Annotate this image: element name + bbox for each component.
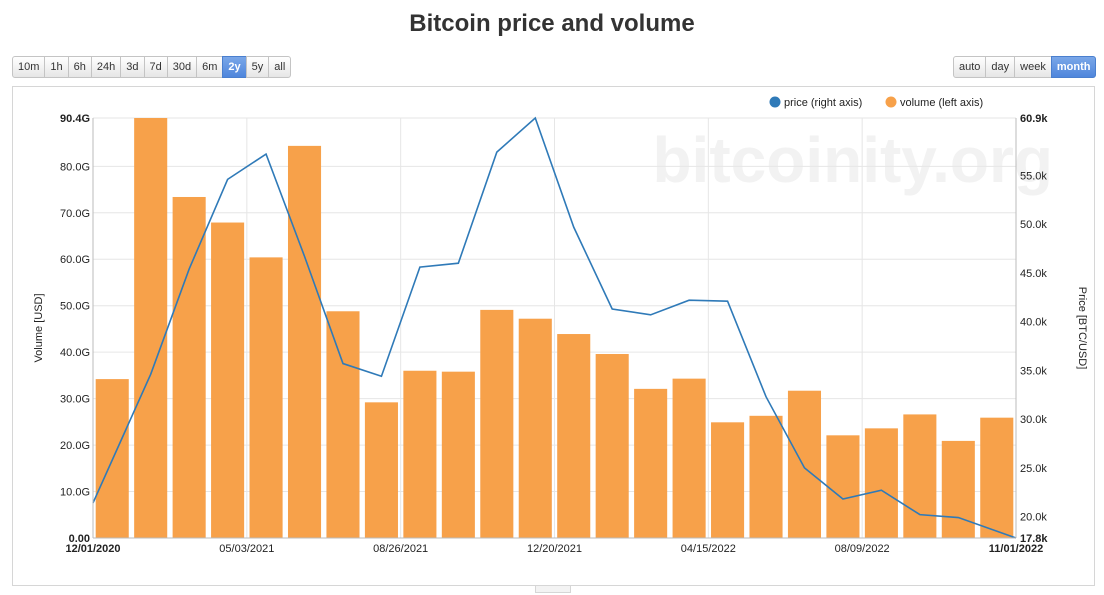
range-button-24h[interactable]: 24h [90, 56, 122, 78]
range-button-6h[interactable]: 6h [67, 56, 92, 78]
range-button-1h[interactable]: 1h [44, 56, 69, 78]
volume-bar [787, 390, 822, 538]
volume-bar [595, 354, 629, 538]
left-tick-label: 60.0G [60, 254, 90, 266]
range-button-30d[interactable]: 30d [166, 56, 198, 78]
left-axis-title: Volume [USD] [33, 293, 45, 362]
volume-bar [672, 378, 706, 538]
right-tick-label: 45.0k [1020, 268, 1047, 280]
volume-bar [941, 440, 975, 538]
interval-selector: auto day week month [953, 56, 1097, 78]
legend-marker [885, 96, 897, 108]
volume-bar [826, 435, 860, 538]
volume-bar [211, 222, 245, 538]
legend-item-label[interactable]: price (right axis) [784, 97, 862, 109]
left-tick-label: 10.0G [60, 487, 90, 499]
x-tick-label: 11/01/2022 [989, 543, 1043, 555]
volume-bar [711, 422, 745, 538]
x-tick-label: 12/20/2021 [527, 543, 582, 555]
range-button-10m[interactable]: 10m [12, 56, 46, 78]
volume-bar [557, 334, 591, 538]
range-button-7d[interactable]: 7d [143, 56, 168, 78]
volume-bar [903, 414, 937, 538]
chart-title: Bitcoin price and volume [409, 10, 695, 37]
volume-bar [326, 311, 360, 538]
interval-button-day[interactable]: day [985, 56, 1016, 78]
legend-item-label[interactable]: volume (left axis) [900, 97, 983, 109]
right-tick-label: 35.0k [1020, 365, 1047, 377]
right-tick-label: 17.8k [1020, 533, 1048, 545]
volume-bar [518, 318, 552, 538]
price-line [92, 116, 1017, 539]
volume-bars [95, 118, 1014, 538]
scroll-handle[interactable] [535, 586, 571, 593]
range-button-3d[interactable]: 3d [120, 56, 145, 78]
legend: price (right axis) volume (left axis) [769, 96, 983, 109]
x-tick-label: 08/26/2021 [373, 543, 428, 555]
x-tick-label: 04/15/2022 [681, 543, 736, 555]
left-tick-label: 30.0G [60, 394, 90, 406]
right-tick-label: 25.0k [1020, 463, 1047, 475]
right-tick-label: 60.9k [1020, 113, 1048, 125]
right-tick-label: 30.0k [1020, 414, 1047, 426]
volume-bar [864, 428, 898, 538]
interval-button-week[interactable]: week [1014, 56, 1052, 78]
volume-bar [980, 417, 1014, 538]
volume-bar [172, 196, 206, 538]
volume-bar [403, 370, 437, 538]
volume-bar [634, 388, 668, 538]
range-button-all[interactable]: all [268, 56, 292, 78]
right-tick-label: 40.0k [1020, 317, 1047, 329]
left-tick-label: 50.0G [60, 301, 90, 313]
right-tick-label: 55.0k [1020, 170, 1047, 182]
right-tick-label: 50.0k [1020, 219, 1047, 231]
time-range-selector: 10m 1h 6h 24h 3d 7d 30d 6m 2y 5y all [12, 56, 292, 78]
x-tick-label: 08/09/2022 [835, 543, 890, 555]
interval-button-month[interactable]: month [1050, 56, 1097, 78]
legend-marker [769, 96, 781, 108]
left-tick-label: 70.0G [60, 208, 90, 220]
price-series-line [92, 116, 1017, 539]
right-axis-title: Price [BTC/USD] [1076, 287, 1088, 370]
left-tick-label: 80.0G [60, 161, 90, 173]
volume-bar [441, 371, 475, 538]
volume-bar [134, 118, 168, 538]
left-tick-label: 90.4G [60, 113, 90, 125]
axes: 0.00 10.0G 20.0G 30.0G 40.0G 50.0G 60.0G 70.0G 8… [33, 113, 1088, 555]
volume-bar [364, 402, 398, 538]
volume-bar [249, 257, 283, 538]
interval-button-auto[interactable]: auto [953, 56, 987, 78]
volume-bar [480, 309, 514, 538]
x-tick-label: 05/03/2021 [219, 543, 274, 555]
x-tick-label: 12/01/2020 [65, 543, 120, 555]
watermark: bitcoinity.org [652, 124, 1053, 196]
left-tick-label: 40.0G [60, 347, 90, 359]
range-button-6m[interactable]: 6m [196, 56, 224, 78]
chart-area: bitcoinity.org 0.00 10.0G 20.0G 30.0G 40.0G 5… [12, 86, 1095, 586]
left-tick-label: 20.0G [60, 440, 90, 452]
chart-svg: bitcoinity.org 0.00 10.0G 20.0G 30.0G 40.0G 5… [33, 96, 1088, 555]
volume-bar [287, 145, 322, 538]
range-button-2y[interactable]: 2y [222, 56, 247, 78]
range-button-5y[interactable]: 5y [245, 56, 270, 78]
left-tick-label: 0.00 [69, 533, 90, 545]
volume-bar [749, 415, 783, 538]
right-tick-label: 20.0k [1020, 512, 1047, 524]
